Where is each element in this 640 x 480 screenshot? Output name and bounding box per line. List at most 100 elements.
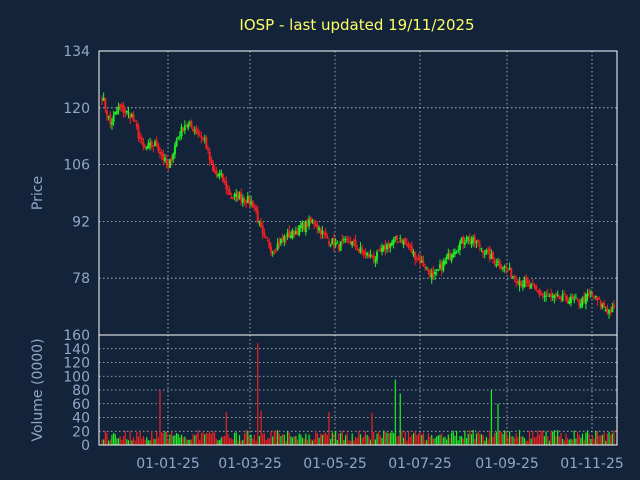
- volume-bar: [290, 436, 292, 445]
- volume-bar: [185, 439, 188, 445]
- volume-bar: [553, 430, 555, 445]
- candle-body: [555, 293, 558, 296]
- volume-bar: [484, 440, 486, 445]
- candle-body: [248, 197, 251, 205]
- candle-body: [233, 194, 236, 197]
- volume-bar: [137, 436, 140, 445]
- volume-tick-label: 0: [81, 438, 90, 454]
- candle-body: [341, 239, 344, 241]
- candle-body: [289, 235, 292, 239]
- candle-body: [110, 122, 113, 125]
- volume-bar: [325, 432, 327, 445]
- candle-body: [107, 116, 110, 118]
- candle-body: [142, 142, 145, 147]
- candle-body: [328, 241, 331, 245]
- volume-bar: [333, 433, 335, 445]
- candle-body: [230, 197, 233, 199]
- volume-bar: [490, 390, 492, 445]
- volume-tick-label: 60: [72, 397, 90, 413]
- candle-body: [443, 260, 446, 264]
- volume-bar: [464, 430, 466, 445]
- volume-bar: [175, 433, 178, 445]
- volume-bar: [492, 436, 494, 445]
- volume-bar: [535, 436, 537, 445]
- volume-bar: [109, 439, 111, 445]
- volume-bar: [452, 430, 454, 445]
- candle-body: [540, 293, 543, 296]
- volume-bar: [404, 431, 406, 445]
- candle-body: [323, 233, 326, 235]
- volume-bar: [459, 436, 461, 445]
- volume-bar: [101, 439, 103, 445]
- volume-bar: [568, 439, 570, 445]
- volume-bar: [111, 434, 113, 445]
- candle-body: [263, 233, 266, 237]
- candle-body: [336, 242, 339, 244]
- candle-body: [175, 140, 178, 146]
- volume-bar: [134, 440, 136, 445]
- candle-body: [573, 298, 576, 301]
- candle-body: [488, 248, 491, 260]
- volume-bar: [197, 430, 199, 445]
- candle-body: [220, 172, 223, 176]
- candle-body: [243, 198, 246, 202]
- volume-bar: [571, 439, 574, 445]
- volume-bar: [179, 437, 181, 445]
- volume-bar: [323, 433, 325, 445]
- volume-bar: [494, 433, 496, 445]
- candle-body: [608, 309, 611, 314]
- volume-bar: [540, 430, 542, 445]
- volume-bar: [326, 434, 328, 445]
- candle-body: [603, 302, 606, 309]
- candle-body: [185, 125, 188, 127]
- candle-body: [281, 237, 284, 240]
- volume-bar: [237, 440, 239, 445]
- candle-body: [251, 200, 254, 208]
- candle-body: [359, 247, 362, 253]
- volume-bar: [520, 436, 522, 445]
- candle-body: [417, 258, 420, 260]
- volume-bar: [351, 433, 353, 445]
- volume-bar: [321, 434, 323, 445]
- candle-body: [135, 123, 138, 128]
- volume-bar: [204, 434, 206, 445]
- candle-body: [238, 194, 241, 199]
- volume-bar: [444, 436, 446, 445]
- volume-tick-label: 120: [63, 356, 90, 372]
- volume-bar: [306, 439, 309, 445]
- candle-body: [339, 241, 342, 251]
- volume-bar: [341, 430, 343, 445]
- candle-body: [291, 230, 294, 238]
- volume-bar: [555, 436, 557, 445]
- candle-body: [518, 281, 521, 286]
- volume-bar: [396, 436, 398, 445]
- candle-body: [564, 295, 567, 300]
- volume-bar: [270, 431, 272, 445]
- candle-body: [318, 227, 321, 231]
- price-axis-ticks: 134 120 106 92 78: [63, 44, 90, 287]
- x-tick-label: 01-09-25: [475, 456, 539, 472]
- volume-bar: [361, 438, 363, 445]
- candle-body: [462, 236, 465, 244]
- volume-bar: [543, 436, 546, 445]
- volume-bar: [409, 437, 411, 445]
- candle-body: [109, 114, 112, 124]
- volume-bar: [295, 436, 297, 445]
- candle-body: [511, 275, 514, 277]
- volume-bar: [258, 436, 261, 445]
- volume-bar: [190, 439, 193, 445]
- volume-bar: [368, 436, 370, 445]
- candle-body: [410, 245, 413, 254]
- volume-bar: [273, 431, 275, 445]
- volume-bar: [489, 430, 491, 445]
- candle-body: [311, 220, 314, 223]
- volume-bar: [252, 438, 254, 445]
- volume-bar: [552, 431, 554, 445]
- candle-body: [203, 139, 206, 141]
- candle-body: [369, 254, 372, 257]
- candle-body: [332, 238, 335, 247]
- volume-bar: [477, 431, 479, 445]
- volume-bar: [277, 430, 279, 445]
- volume-bar: [242, 439, 244, 445]
- volume-bar: [432, 438, 434, 445]
